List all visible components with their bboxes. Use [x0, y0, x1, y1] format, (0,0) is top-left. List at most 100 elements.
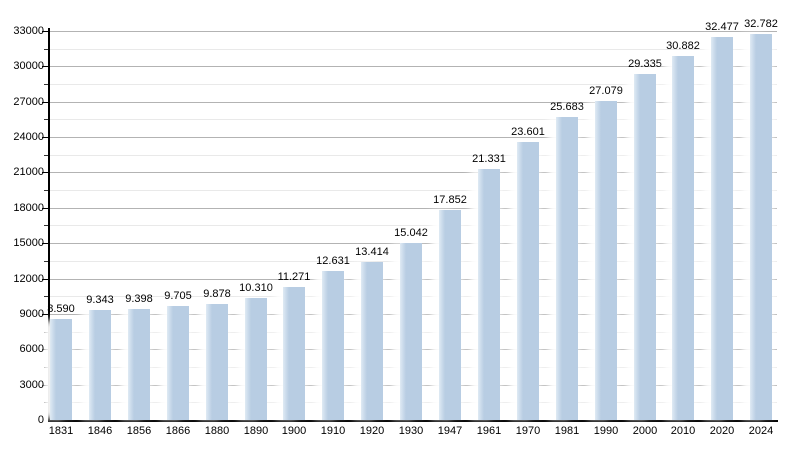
- value-label-1990: 27.079: [589, 85, 623, 97]
- x-tick-label-1981: 1981: [554, 425, 580, 437]
- y-tick-6000: [42, 349, 49, 350]
- gridline-31500: [50, 49, 777, 50]
- bar-1866: [167, 306, 189, 420]
- gridline-25500: [50, 119, 777, 120]
- gridline-22500: [50, 155, 777, 156]
- x-tick-label-1910: 1910: [320, 425, 346, 437]
- value-label-1880: 9.878: [203, 288, 231, 300]
- x-tick-label-1900: 1900: [281, 425, 307, 437]
- x-tick-label-1890: 1890: [243, 425, 269, 437]
- x-tick-label-2010: 2010: [670, 425, 696, 437]
- y-tick-16500: [44, 225, 48, 226]
- y-tick-4500: [44, 367, 48, 368]
- y-tick-21000: [42, 172, 49, 173]
- y-tick-label-21000: 21000: [13, 166, 44, 178]
- gridline-18000: [50, 208, 777, 209]
- y-tick-18000: [42, 208, 49, 209]
- y-tick-7500: [44, 332, 48, 333]
- x-tick-label-1920: 1920: [359, 425, 385, 437]
- y-tick-19500: [44, 190, 48, 191]
- y-tick-label-33000: 33000: [13, 25, 44, 37]
- value-label-2024: 32.782: [744, 18, 778, 30]
- y-tick-9000: [42, 314, 49, 315]
- bar-1900: [283, 287, 305, 420]
- y-tick-label-3000: 3000: [19, 379, 44, 391]
- bar-1831: [50, 319, 72, 420]
- y-tick-28500: [44, 84, 48, 85]
- bar-1910: [322, 271, 344, 420]
- bar-2000: [634, 74, 656, 420]
- y-tick-label-0: 0: [37, 414, 44, 426]
- bar-2024: [750, 34, 772, 420]
- x-tick-label-1930: 1930: [398, 425, 424, 437]
- value-label-2010: 30.882: [666, 40, 700, 52]
- y-tick-12000: [42, 279, 49, 280]
- x-tick-label-2000: 2000: [632, 425, 658, 437]
- y-tick-label-6000: 6000: [19, 343, 44, 355]
- y-tick-label-15000: 15000: [13, 237, 44, 249]
- x-tick-label-1831: 1831: [48, 425, 74, 437]
- y-tick-label-27000: 27000: [13, 96, 44, 108]
- y-tick-3000: [42, 385, 49, 386]
- x-axis-line: [48, 420, 778, 422]
- y-tick-label-24000: 24000: [13, 131, 44, 143]
- gridline-16500: [50, 225, 777, 226]
- y-tick-10500: [44, 296, 48, 297]
- bar-1856: [128, 309, 150, 420]
- y-tick-27000: [42, 102, 49, 103]
- value-label-1890: 10.310: [239, 282, 273, 294]
- bar-1890: [245, 298, 267, 420]
- x-tick-label-1880: 1880: [204, 425, 230, 437]
- bar-2020: [711, 37, 733, 420]
- bar-1947: [439, 210, 461, 420]
- bar-1930: [400, 243, 422, 420]
- x-tick-label-1846: 1846: [87, 425, 113, 437]
- bar-1880: [206, 304, 228, 420]
- value-label-1930: 15.042: [394, 227, 428, 239]
- value-label-1910: 12.631: [316, 255, 350, 267]
- gridline-21000: [50, 172, 777, 173]
- plot-area: 8.590 1831 9.343 1846 9.398 1856 9.705 1866 9.87…: [42, 18, 778, 437]
- gridline-24000: [50, 137, 777, 138]
- x-tick-label-1970: 1970: [515, 425, 541, 437]
- value-label-1947: 17.852: [433, 194, 467, 206]
- gridline-19500: [50, 190, 777, 191]
- value-label-2000: 29.335: [628, 58, 662, 70]
- bar-1920: [361, 262, 383, 420]
- bar-1846: [89, 310, 111, 420]
- y-axis-line: [48, 28, 50, 422]
- bar-2010: [672, 56, 694, 420]
- y-tick-33000: [42, 31, 49, 32]
- value-label-1970: 23.601: [511, 126, 545, 138]
- bar-1981: [556, 117, 578, 420]
- gridline-27000: [50, 102, 777, 103]
- value-label-1846: 9.343: [86, 294, 114, 306]
- value-label-1866: 9.705: [164, 290, 192, 302]
- gridline-33000: [50, 31, 777, 32]
- x-tick-label-1990: 1990: [593, 425, 619, 437]
- x-tick-label-2024: 2024: [748, 425, 774, 437]
- y-tick-24000: [42, 137, 49, 138]
- x-tick-label-2020: 2020: [709, 425, 735, 437]
- x-tick-label-1866: 1866: [165, 425, 191, 437]
- gridline-30000: [50, 66, 777, 67]
- value-label-1981: 25.683: [550, 101, 584, 113]
- bar-1990: [595, 101, 617, 420]
- gridline-28500: [50, 84, 777, 85]
- y-tick-22500: [44, 155, 48, 156]
- bar-1961: [478, 169, 500, 420]
- value-label-1856: 9.398: [125, 293, 153, 305]
- x-tick-label-1961: 1961: [476, 425, 502, 437]
- y-tick-25500: [44, 119, 48, 120]
- value-label-2020: 32.477: [705, 21, 739, 33]
- y-tick-label-12000: 12000: [13, 273, 44, 285]
- y-tick-15000: [42, 243, 49, 244]
- value-label-1920: 13.414: [355, 246, 389, 258]
- y-tick-1500: [44, 402, 48, 403]
- y-tick-13500: [44, 261, 48, 262]
- y-tick-31500: [44, 49, 48, 50]
- y-tick-label-30000: 30000: [13, 60, 44, 72]
- value-label-1900: 11.271: [277, 271, 311, 283]
- y-tick-30000: [42, 66, 49, 67]
